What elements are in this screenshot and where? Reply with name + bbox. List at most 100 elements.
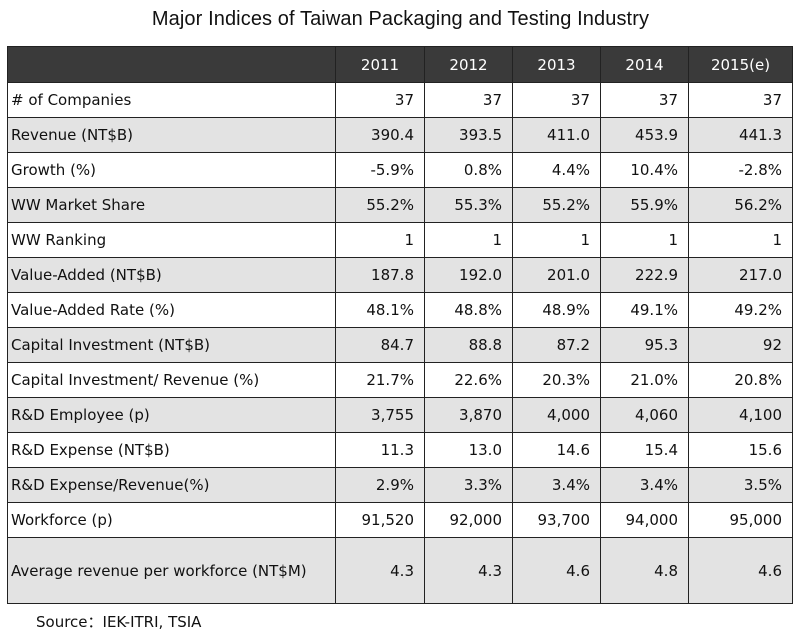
value-cell: 4.6 bbox=[512, 537, 601, 604]
row-label-cell: Average revenue per workforce (NT$M) bbox=[7, 537, 336, 604]
header-year-cell: 2011 bbox=[335, 46, 425, 83]
table-row: R&D Employee (p) 3,755 3,870 4,000 4,060 4,10… bbox=[7, 397, 793, 433]
value-cell: 37 bbox=[512, 82, 601, 118]
value-cell: 95,000 bbox=[688, 502, 793, 538]
value-cell: 84.7 bbox=[335, 327, 425, 363]
value-cell: 1 bbox=[688, 222, 793, 258]
value-cell: 56.2% bbox=[688, 187, 793, 223]
value-cell: 4,100 bbox=[688, 397, 793, 433]
row-label-cell: Workforce (p) bbox=[7, 502, 336, 538]
value-cell: 192.0 bbox=[424, 257, 513, 293]
value-cell: 95.3 bbox=[600, 327, 689, 363]
value-cell: 4.3 bbox=[424, 537, 513, 604]
value-cell: 4,060 bbox=[600, 397, 689, 433]
row-label-cell: Capital Investment/ Revenue (%) bbox=[7, 362, 336, 398]
page-title: Major Indices of Taiwan Packaging and Te… bbox=[151, 8, 650, 30]
value-cell: 1 bbox=[335, 222, 425, 258]
value-cell: 11.3 bbox=[335, 432, 425, 468]
value-cell: 4.8 bbox=[600, 537, 689, 604]
value-cell: 2.9% bbox=[335, 467, 425, 503]
value-cell: 3.5% bbox=[688, 467, 793, 503]
value-cell: 4,000 bbox=[512, 397, 601, 433]
value-cell: 48.9% bbox=[512, 292, 601, 328]
value-cell: 88.8 bbox=[424, 327, 513, 363]
value-cell: 55.9% bbox=[600, 187, 689, 223]
value-cell: 55.2% bbox=[335, 187, 425, 223]
header-year-cell: 2014 bbox=[600, 46, 689, 83]
source-note: Source：IEK-ITRI, TSIA bbox=[36, 613, 202, 631]
value-cell: 4.4% bbox=[512, 152, 601, 188]
value-cell: 37 bbox=[335, 82, 425, 118]
value-cell: 453.9 bbox=[600, 117, 689, 153]
value-cell: 1 bbox=[600, 222, 689, 258]
value-cell: 49.2% bbox=[688, 292, 793, 328]
value-cell: 48.1% bbox=[335, 292, 425, 328]
table-row: R&D Expense (NT$B) 11.3 13.0 14.6 15.4 15.6 bbox=[7, 432, 793, 468]
value-cell: 87.2 bbox=[512, 327, 601, 363]
value-cell: 411.0 bbox=[512, 117, 601, 153]
row-label-cell: Growth (%) bbox=[7, 152, 336, 188]
value-cell: 48.8% bbox=[424, 292, 513, 328]
table-row: Value-Added (NT$B) 187.8 192.0 201.0 222.9 21… bbox=[7, 257, 793, 293]
table-row: Revenue (NT$B) 390.4 393.5 411.0 453.9 441.3 bbox=[7, 117, 793, 153]
value-cell: 10.4% bbox=[600, 152, 689, 188]
row-label-cell: R&D Employee (p) bbox=[7, 397, 336, 433]
table-row: Capital Investment/ Revenue (%) 21.7% 22.6… bbox=[7, 362, 793, 398]
value-cell: 13.0 bbox=[424, 432, 513, 468]
value-cell: 1 bbox=[424, 222, 513, 258]
value-cell: 15.6 bbox=[688, 432, 793, 468]
row-label-cell: Value-Added (NT$B) bbox=[7, 257, 336, 293]
value-cell: 21.7% bbox=[335, 362, 425, 398]
header-year-cell: 2012 bbox=[424, 46, 513, 83]
value-cell: 92,000 bbox=[424, 502, 513, 538]
value-cell: 93,700 bbox=[512, 502, 601, 538]
table-row: WW Market Share 55.2% 55.3% 55.2% 55.9% 56.2% bbox=[7, 187, 793, 223]
value-cell: 37 bbox=[688, 82, 793, 118]
value-cell: 393.5 bbox=[424, 117, 513, 153]
row-label-cell: Capital Investment (NT$B) bbox=[7, 327, 336, 363]
value-cell: 20.8% bbox=[688, 362, 793, 398]
value-cell: 55.3% bbox=[424, 187, 513, 223]
table-row: R&D Expense/Revenue(%) 2.9% 3.3% 3.4% 3.4% 3.… bbox=[7, 467, 793, 503]
value-cell: 441.3 bbox=[688, 117, 793, 153]
value-cell: 4.3 bbox=[335, 537, 425, 604]
row-label-cell: R&D Expense (NT$B) bbox=[7, 432, 336, 468]
row-label-cell: # of Companies bbox=[7, 82, 336, 118]
value-cell: 1 bbox=[512, 222, 601, 258]
value-cell: 3,755 bbox=[335, 397, 425, 433]
value-cell: 91,520 bbox=[335, 502, 425, 538]
row-label-cell: Revenue (NT$B) bbox=[7, 117, 336, 153]
value-cell: 37 bbox=[424, 82, 513, 118]
table-row: Workforce (p) 91,520 92,000 93,700 94,000 95,… bbox=[7, 502, 793, 538]
value-cell: 187.8 bbox=[335, 257, 425, 293]
value-cell: 92 bbox=[688, 327, 793, 363]
value-cell: 222.9 bbox=[600, 257, 689, 293]
value-cell: 217.0 bbox=[688, 257, 793, 293]
value-cell: 22.6% bbox=[424, 362, 513, 398]
value-cell: 55.2% bbox=[512, 187, 601, 223]
table-row: Growth (%) -5.9% 0.8% 4.4% 10.4% -2.8% bbox=[7, 152, 793, 188]
table-row: Average revenue per workforce (NT$M) 4.3 4… bbox=[7, 537, 793, 604]
table-row: Value-Added Rate (%) 48.1% 48.8% 48.9% 49.1%… bbox=[7, 292, 793, 328]
value-cell: 201.0 bbox=[512, 257, 601, 293]
value-cell: 3.3% bbox=[424, 467, 513, 503]
value-cell: -5.9% bbox=[335, 152, 425, 188]
value-cell: 3.4% bbox=[600, 467, 689, 503]
value-cell: 37 bbox=[600, 82, 689, 118]
table-row: Capital Investment (NT$B) 84.7 88.8 87.2 95.… bbox=[7, 327, 793, 363]
value-cell: 14.6 bbox=[512, 432, 601, 468]
row-label-cell: Value-Added Rate (%) bbox=[7, 292, 336, 328]
value-cell: 0.8% bbox=[424, 152, 513, 188]
value-cell: 94,000 bbox=[600, 502, 689, 538]
header-row: 2011 2012 2013 2014 2015(e) bbox=[7, 46, 793, 83]
value-cell: -2.8% bbox=[688, 152, 793, 188]
value-cell: 3.4% bbox=[512, 467, 601, 503]
header-year-cell: 2015(e) bbox=[688, 46, 793, 83]
value-cell: 49.1% bbox=[600, 292, 689, 328]
value-cell: 390.4 bbox=[335, 117, 425, 153]
row-label-cell: WW Market Share bbox=[7, 187, 336, 223]
value-cell: 20.3% bbox=[512, 362, 601, 398]
value-cell: 21.0% bbox=[600, 362, 689, 398]
value-cell: 3,870 bbox=[424, 397, 513, 433]
header-year-cell: 2013 bbox=[512, 46, 601, 83]
